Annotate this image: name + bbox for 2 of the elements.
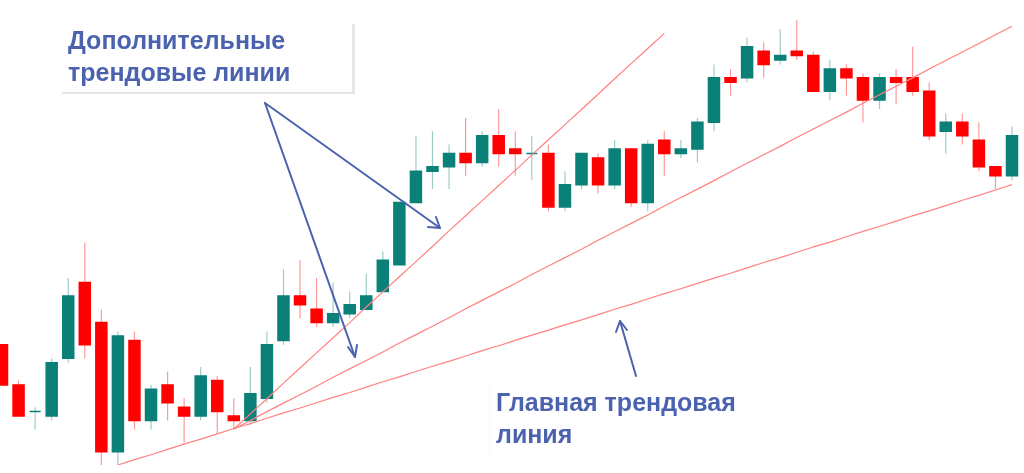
annotation: Дополнительные трендовые линии [62, 24, 352, 92]
annotation: Главная трендовая линия [488, 386, 796, 454]
